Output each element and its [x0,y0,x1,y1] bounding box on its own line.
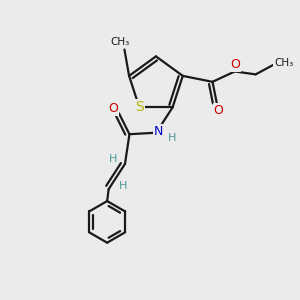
Text: H: H [109,154,117,164]
Text: O: O [230,58,240,71]
Text: CH₃: CH₃ [110,37,130,47]
Text: H: H [119,181,128,191]
Text: CH₃: CH₃ [274,58,293,68]
Text: H: H [167,133,176,143]
Text: N: N [154,125,163,138]
Text: O: O [108,101,118,115]
Text: O: O [214,104,224,117]
Text: S: S [135,100,144,115]
